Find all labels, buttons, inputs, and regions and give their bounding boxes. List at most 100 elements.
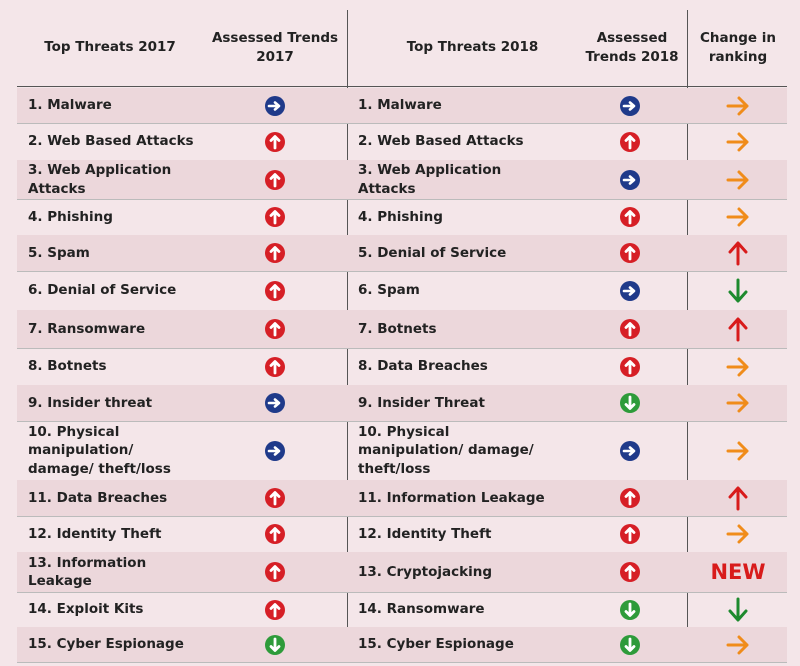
trend-2017 — [264, 421, 288, 480]
change-arrow-cell — [690, 421, 786, 480]
trend-icon — [265, 562, 285, 582]
trend-2018 — [619, 310, 643, 348]
header-cell: Assessed Trends 2017 — [211, 30, 339, 65]
trend-icon — [265, 95, 285, 116]
row-stripe — [17, 552, 787, 592]
row-rule — [17, 199, 787, 200]
threat-2018: 10. Physical manipulation/ damage/ theft… — [358, 424, 534, 477]
trend-icon — [265, 524, 285, 544]
trend-icon — [265, 356, 285, 377]
change-arrow-cell — [690, 310, 786, 348]
trend-icon — [265, 488, 285, 508]
trend-icon — [620, 243, 640, 263]
trend-icon — [620, 169, 640, 190]
change-arrow-cell — [690, 480, 786, 516]
change-arrow — [726, 357, 749, 376]
row-rule — [17, 271, 787, 272]
change-arrow-cell — [690, 348, 786, 385]
trend-icon — [620, 393, 640, 413]
row-rule — [17, 516, 787, 517]
trend-icon — [620, 440, 640, 461]
trend-icon — [620, 524, 640, 544]
change-arrow-cell — [690, 271, 786, 310]
trend-2017 — [264, 310, 288, 348]
trend-2017 — [264, 199, 288, 235]
change-arrow — [728, 278, 748, 302]
change-arrow — [726, 132, 749, 151]
change-arrow — [726, 393, 749, 413]
trend-2017 — [264, 592, 288, 627]
threat-2018: 1. Malware — [358, 97, 442, 114]
threat-2017: 1. Malware — [28, 97, 112, 114]
trend-icon — [620, 131, 640, 152]
threat-2018: 15. Cyber Espionage — [358, 636, 514, 653]
trend-icon — [265, 280, 285, 301]
trend-icon — [620, 634, 640, 655]
row-stripe — [17, 235, 787, 271]
row-stripe — [17, 385, 787, 421]
trend-2017 — [264, 271, 288, 310]
trend-icon — [620, 319, 640, 339]
threat-2017: 13. Information Leakage — [28, 554, 147, 589]
trend-2018 — [619, 199, 643, 235]
threat-2017: 9. Insider threat — [28, 394, 153, 411]
trend-icon — [620, 562, 640, 582]
trend-2017 — [264, 516, 288, 552]
trend-2017 — [264, 235, 288, 271]
change-arrow-cell — [690, 199, 786, 235]
change-arrow-cell — [690, 516, 786, 552]
threat-2017: 2. Web Based Attacks — [28, 133, 194, 150]
change-arrow-cell — [690, 160, 786, 199]
trend-2018 — [619, 516, 643, 552]
threat-2017: 11. Data Breaches — [28, 489, 168, 506]
threat-2018: 4. Phishing — [358, 208, 443, 225]
threat-2017: 15. Cyber Espionage — [28, 636, 184, 653]
change-arrow — [728, 241, 748, 266]
trend-2018 — [619, 480, 643, 516]
change-arrow — [726, 635, 749, 654]
threat-2017: 14. Exploit Kits — [28, 601, 144, 618]
change-arrow — [728, 597, 748, 621]
change-arrow-cell — [690, 123, 786, 160]
threat-2018: 6. Spam — [358, 282, 420, 299]
threat-2017: 4. Phishing — [28, 208, 113, 225]
trend-icon — [620, 280, 640, 301]
trend-2017 — [264, 552, 288, 592]
change-arrow — [726, 207, 749, 227]
header-cell: Top Threats 2017 — [44, 39, 176, 56]
trend-icon — [265, 131, 285, 152]
trend-2018 — [619, 552, 643, 592]
row-rule — [17, 662, 787, 663]
change-arrow-cell — [690, 385, 786, 421]
threat-2018: 9. Insider Threat — [358, 394, 485, 411]
change-arrow — [726, 441, 749, 460]
threat-2017: 5. Spam — [28, 244, 90, 261]
row-stripe — [17, 627, 787, 662]
trend-icon — [265, 319, 285, 339]
change-arrow — [728, 486, 748, 511]
trend-2018 — [619, 348, 643, 385]
trend-2017 — [264, 123, 288, 160]
change-arrow — [726, 96, 749, 115]
row-rule — [17, 421, 787, 422]
change-label: NEW — [710, 559, 766, 584]
change-arrow-cell — [690, 627, 786, 662]
threat-2018: 8. Data Breaches — [358, 358, 488, 375]
threat-2018: 12. Identity Theft — [358, 525, 492, 542]
trend-icon — [265, 243, 285, 263]
trend-icon — [265, 634, 285, 655]
trend-2018 — [619, 235, 643, 271]
trend-icon — [265, 440, 285, 461]
trend-icon — [620, 488, 640, 508]
threat-2018: 5. Denial of Service — [358, 244, 507, 261]
trend-icon — [265, 169, 285, 190]
trend-icon — [620, 356, 640, 377]
threat-2018: 11. Information Leakage — [358, 489, 545, 506]
trend-2018 — [619, 421, 643, 480]
row-stripe — [17, 310, 787, 348]
trend-2017 — [264, 160, 288, 199]
trend-2017 — [264, 627, 288, 662]
threat-2017: 7. Ransomware — [28, 320, 146, 337]
header-cell: Assessed Trends 2018 — [585, 30, 679, 65]
